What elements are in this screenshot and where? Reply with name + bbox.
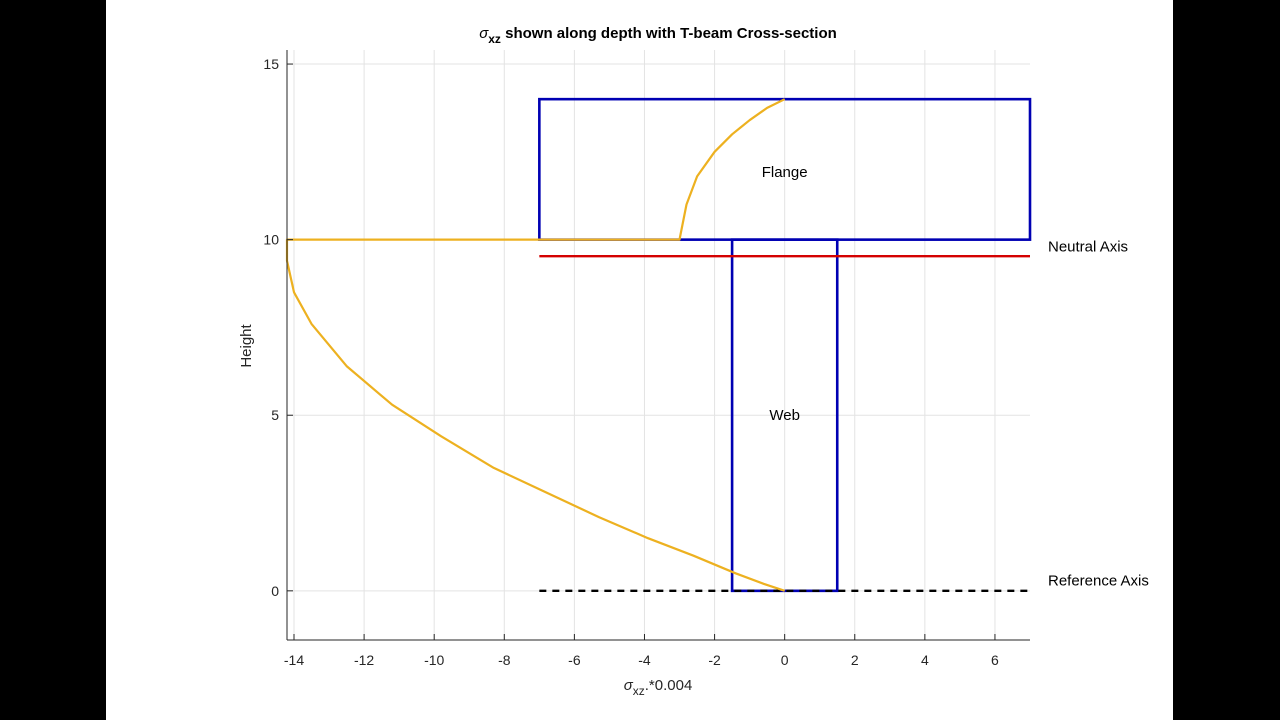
title-text: shown along depth with T-beam Cross-sect… <box>501 25 837 42</box>
y-tick-label: 0 <box>271 583 279 599</box>
flange-label: Flange <box>762 164 808 181</box>
neutral-axis-label: Neutral Axis <box>1048 239 1128 256</box>
x-tick-label: -4 <box>638 652 651 668</box>
xlabel-sigma: σ <box>624 677 634 694</box>
x-axis-label: σxz.*0.004 <box>624 677 693 698</box>
xlabel-text: .*0.004 <box>645 677 693 694</box>
chart-title: σxz shown along depth with T-beam Cross-… <box>479 25 837 46</box>
x-tick-label: -10 <box>424 652 444 668</box>
title-subscript: xz <box>488 32 501 46</box>
x-tick-label: -6 <box>568 652 581 668</box>
x-tick-label: 0 <box>781 652 789 668</box>
reference-axis-label: Reference Axis <box>1048 572 1149 589</box>
x-tick-label: 6 <box>991 652 999 668</box>
x-tick-label: -14 <box>284 652 304 668</box>
x-tick-label: -2 <box>708 652 721 668</box>
x-tick-label: -8 <box>498 652 511 668</box>
x-tick-label: -12 <box>354 652 374 668</box>
title-sigma: σ <box>479 25 489 42</box>
grid <box>287 50 1030 640</box>
stress-curve-layer <box>285 98 786 592</box>
y-tick-label: 5 <box>271 407 279 423</box>
web-label: Web <box>769 407 800 424</box>
x-tick-label: 2 <box>851 652 859 668</box>
shear-stress-curve <box>285 98 786 592</box>
y-axis-label: Height <box>238 323 255 367</box>
y-tick-label: 10 <box>263 232 279 248</box>
xlabel-subscript: xz <box>633 684 645 698</box>
axes <box>286 50 1030 641</box>
x-tick-label: 4 <box>921 652 929 668</box>
y-tick-label: 15 <box>263 56 279 72</box>
